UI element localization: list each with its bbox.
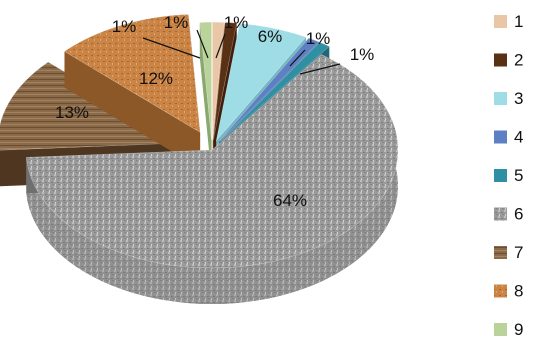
legend-entry-9: 9 bbox=[494, 320, 523, 339]
data-label-1: 1% bbox=[164, 13, 189, 32]
legend-label-7: 7 bbox=[514, 243, 523, 262]
leader-line-2 bbox=[142, 37, 201, 59]
data-label-4: 1% bbox=[306, 29, 331, 48]
legend-label-8: 8 bbox=[514, 282, 523, 301]
leader-line-3 bbox=[215, 33, 226, 59]
data-label-9: 1% bbox=[112, 17, 137, 36]
legend-swatch-5 bbox=[494, 169, 507, 182]
legend-entry-2: 2 bbox=[494, 51, 523, 70]
legend-label-2: 2 bbox=[514, 51, 523, 70]
data-label-2: 1% bbox=[224, 13, 249, 32]
leader-line-1 bbox=[196, 29, 209, 59]
legend-label-9: 9 bbox=[514, 320, 523, 339]
legend: 1 2 3 4 5 6 7 8 9 bbox=[494, 12, 523, 339]
legend-label-3: 3 bbox=[514, 89, 523, 108]
legend-entry-5: 5 bbox=[494, 166, 523, 185]
legend-swatch-4 bbox=[494, 130, 507, 144]
legend-entry-6: 6 bbox=[494, 205, 523, 224]
legend-entry-8: 8 bbox=[494, 282, 523, 301]
data-label-3: 6% bbox=[258, 27, 283, 46]
legend-swatch-8 bbox=[494, 284, 507, 298]
pie-slices bbox=[0, 14, 399, 304]
legend-entry-4: 4 bbox=[494, 128, 523, 147]
legend-label-4: 4 bbox=[514, 128, 523, 147]
legend-label-1: 1 bbox=[514, 12, 523, 31]
data-label-6: 64% bbox=[273, 191, 307, 210]
legend-entry-7: 7 bbox=[494, 243, 523, 262]
legend-entry-3: 3 bbox=[494, 89, 523, 108]
legend-swatch-1 bbox=[494, 15, 507, 28]
legend-label-5: 5 bbox=[514, 166, 523, 185]
legend-swatch-2 bbox=[494, 53, 507, 67]
data-label-8: 12% bbox=[139, 69, 173, 88]
legend-swatch-3 bbox=[494, 92, 507, 105]
legend-swatch-7 bbox=[494, 246, 507, 259]
data-label-5: 1% bbox=[350, 45, 375, 64]
legend-label-6: 6 bbox=[514, 205, 523, 224]
legend-entry-1: 1 bbox=[494, 12, 523, 31]
legend-swatch-9 bbox=[494, 323, 507, 336]
leader-line-5 bbox=[299, 63, 341, 75]
pie-slice-9 bbox=[199, 21, 212, 177]
legend-swatch-6 bbox=[494, 207, 507, 221]
leader-line-4 bbox=[289, 49, 306, 67]
pie-slice-8 bbox=[63, 14, 201, 169]
pie-labels: 1% 1% 6% 1% 1% 64% 13% 12% 1% bbox=[55, 13, 374, 210]
pie-slice-6 bbox=[26, 54, 399, 304]
data-label-7: 13% bbox=[55, 103, 89, 122]
